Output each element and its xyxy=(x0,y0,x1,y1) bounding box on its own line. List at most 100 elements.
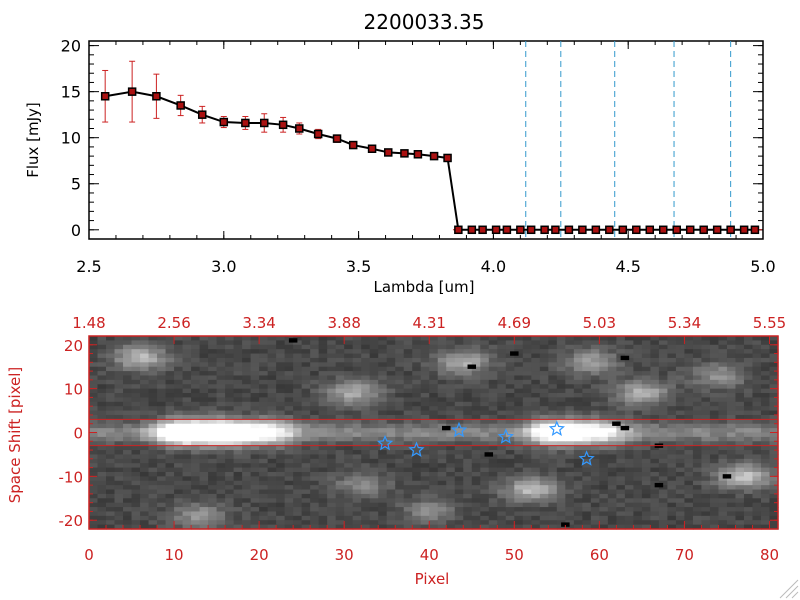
spectrogram-cell xyxy=(760,480,771,486)
spectrogram-dead-pixel xyxy=(612,421,621,426)
spectrogram-cell xyxy=(284,432,294,438)
spectrogram-cell xyxy=(454,441,464,447)
spectrogram-cell xyxy=(395,493,405,499)
spectrogram-cell xyxy=(378,379,388,385)
spectrogram-cell xyxy=(403,441,413,447)
spectrogram-cell xyxy=(344,454,354,460)
spectrogram-cell xyxy=(565,515,575,521)
spectrogram-cell xyxy=(539,507,549,513)
spectrogram-cell xyxy=(403,489,413,495)
resize-grip-icon[interactable] xyxy=(779,579,799,599)
spectrogram-cell xyxy=(726,485,737,491)
spectrogram-cell xyxy=(199,493,209,499)
spectrogram-cell xyxy=(718,485,728,491)
spectrogram-cell xyxy=(97,489,107,495)
spectrogram-cell xyxy=(208,454,218,460)
spectrogram-cell xyxy=(165,340,175,346)
spectrogram-cell xyxy=(565,493,575,499)
spectrogram-cell xyxy=(420,498,430,504)
spectrogram-top-tick-label: 5.55 xyxy=(753,314,786,332)
spectrogram-cell xyxy=(514,410,524,416)
spectrogram-cell xyxy=(140,489,150,495)
spectrogram-cell xyxy=(369,524,379,530)
spectrogram-cell xyxy=(199,410,209,416)
spectrogram-cell xyxy=(318,476,328,482)
spectrogram-cell xyxy=(412,344,422,350)
spectrogram-cell xyxy=(633,423,643,429)
spectrogram-cell xyxy=(327,414,337,420)
spectrogram-cell xyxy=(361,476,371,482)
spectrogram-cell xyxy=(335,485,345,491)
spectrogram-cell xyxy=(539,432,549,438)
spectrogram-cell xyxy=(174,375,184,381)
spectrogram-cell xyxy=(344,419,354,425)
spectrogram-cell xyxy=(225,362,235,368)
spectrogram-cell xyxy=(242,476,252,482)
spectrum-point xyxy=(564,225,574,235)
spectrogram-cell xyxy=(97,397,107,403)
spectrogram-cell xyxy=(403,498,413,504)
spectrogram-cell xyxy=(675,397,686,403)
spectrogram-cell xyxy=(369,410,379,416)
spectrogram-cell xyxy=(760,336,771,341)
spectrogram-cell xyxy=(454,432,464,438)
spectrogram-cell xyxy=(225,467,235,473)
spectrogram-cell xyxy=(97,520,107,526)
spectrogram-cell xyxy=(293,450,303,456)
spectrogram-cell xyxy=(318,397,328,403)
spectrogram-cell xyxy=(675,432,686,438)
spectrogram-cell xyxy=(233,371,243,377)
spectrogram-cell xyxy=(216,441,226,447)
spectrogram-cell xyxy=(743,393,754,399)
spectrogram-cell xyxy=(480,388,490,394)
spectrogram-cell xyxy=(165,524,175,530)
spectrogram-dead-pixel xyxy=(654,482,664,488)
spectrogram-cell xyxy=(769,450,779,456)
spectrogram-cell xyxy=(420,379,430,385)
spectrogram-cell xyxy=(743,423,754,429)
spectrogram-cell xyxy=(216,480,226,486)
spectrogram-cell xyxy=(599,366,609,372)
spectrogram-cell xyxy=(599,414,609,420)
spectrogram-cell xyxy=(199,489,209,495)
spectrogram-cell xyxy=(616,450,626,456)
spectrogram-cell xyxy=(480,419,490,425)
spectrogram-cell xyxy=(327,362,337,368)
spectrogram-cell xyxy=(616,336,626,341)
spectrogram-cell xyxy=(760,463,771,469)
spectrogram-cell xyxy=(89,467,99,473)
spectrogram-cell xyxy=(267,493,277,499)
spectrogram-cell xyxy=(89,379,99,385)
spectrogram-cell xyxy=(454,511,464,517)
spectrogram-cell xyxy=(522,485,532,491)
spectrogram-cell xyxy=(616,366,626,372)
spectrogram-cell xyxy=(522,511,532,517)
spectrogram-cell xyxy=(573,393,583,399)
spectrogram-cell xyxy=(216,507,226,513)
spectrogram-cell xyxy=(429,388,439,394)
spectrogram-cell xyxy=(131,502,141,508)
spectrogram-cell xyxy=(531,428,541,434)
spectrogram-cell xyxy=(131,441,141,447)
spectrogram-cell xyxy=(293,349,303,355)
spectrogram-cell xyxy=(726,419,737,425)
spectrogram-cell xyxy=(505,397,515,403)
spectrogram-cell xyxy=(386,436,396,442)
spectrogram-cell xyxy=(488,362,498,368)
spectrogram-cell xyxy=(658,357,669,363)
spectrogram-cell xyxy=(633,436,643,442)
spectrogram-cell xyxy=(548,419,558,425)
spectrogram-cell xyxy=(633,406,643,412)
spectrogram-cell xyxy=(446,336,456,341)
spectrogram-cell xyxy=(548,520,558,526)
spectrogram-cell xyxy=(157,410,167,416)
spectrogram-cell xyxy=(514,414,524,420)
spectrogram-cell xyxy=(735,467,745,473)
spectrogram-cell xyxy=(488,507,498,513)
spectrogram-cell xyxy=(463,445,473,451)
spectrogram-cell xyxy=(769,349,779,355)
spectrogram-cell xyxy=(395,428,405,434)
spectrogram-cell xyxy=(641,432,652,438)
spectrogram-cell xyxy=(233,515,243,521)
spectrogram-cell xyxy=(446,340,456,346)
